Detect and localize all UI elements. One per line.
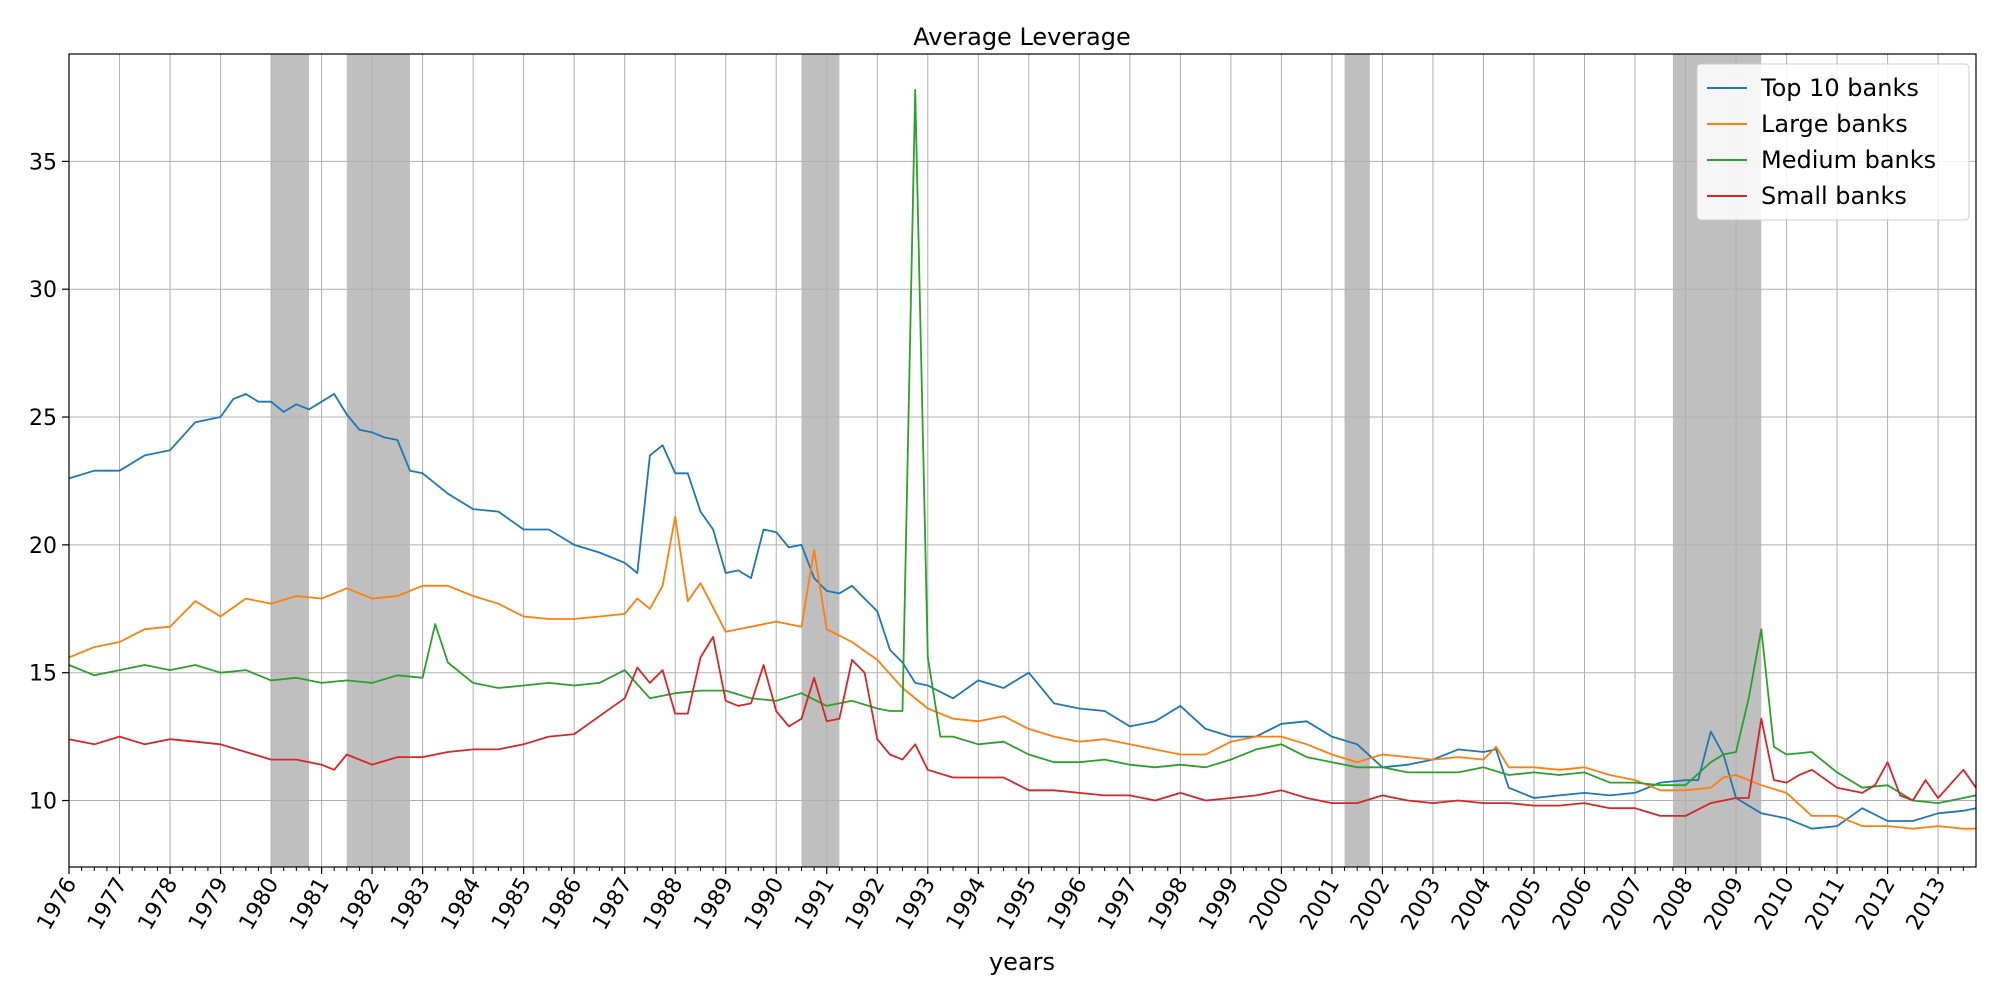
x-tick-label: 2008 (1649, 874, 1699, 935)
x-tick-label: 1990 (740, 874, 790, 935)
x-tick-label: 2001 (1295, 874, 1345, 935)
x-tick-label: 1984 (437, 874, 487, 935)
x-tick-label: 1976 (33, 874, 83, 935)
x-tick-label: 2004 (1447, 874, 1497, 935)
x-tick-label: 1983 (386, 874, 436, 935)
x-tick-label: 2007 (1599, 874, 1649, 935)
legend-label: Small banks (1761, 182, 1907, 210)
x-tick-label: 1988 (639, 874, 689, 935)
y-tick-label: 10 (29, 790, 57, 815)
x-tick-label: 2010 (1750, 874, 1800, 935)
x-tick-label: 1987 (588, 874, 638, 935)
x-tick-label: 2012 (1851, 874, 1901, 935)
x-tick-label: 1977 (83, 874, 133, 935)
x-axis-title: years (989, 948, 1055, 976)
recession-band-1 (346, 54, 410, 867)
x-tick-label: 1994 (942, 874, 992, 935)
x-tick-label: 1991 (790, 874, 840, 935)
x-tick-label: 1996 (1043, 874, 1093, 935)
series-line-medium-banks (68, 88, 1977, 804)
chart-title: Average Leverage (913, 23, 1130, 51)
x-tick-label: 1982 (336, 874, 386, 935)
x-tick-label: 2013 (1902, 874, 1952, 935)
series-lines (68, 88, 1977, 830)
x-tick-label: 1993 (891, 874, 941, 935)
series-line-large-banks (68, 515, 1976, 830)
x-tick-label: 1997 (1093, 874, 1143, 935)
series-line-small-banks (68, 636, 1977, 817)
legend-label: Medium banks (1761, 146, 1936, 174)
legend: Top 10 banks Large banks Medium banks Small… (1696, 63, 1970, 221)
series-line-top-10-banks (68, 393, 1977, 830)
x-tick-label: 1978 (134, 874, 184, 935)
plot-frame (68, 53, 1977, 868)
recession-band-0 (271, 54, 309, 867)
legend-box (1696, 63, 1970, 221)
y-tick-label: 15 (29, 662, 57, 687)
x-tick-label: 1999 (1194, 874, 1244, 935)
x-tick-label: 1985 (487, 874, 537, 935)
x-tick-label: 1986 (538, 874, 588, 935)
legend-label: Top 10 banks (1760, 74, 1919, 102)
x-tick-label: 2011 (1801, 874, 1851, 935)
y-tick-label: 30 (29, 278, 57, 303)
recession-shading (271, 54, 1762, 867)
x-tick-label: 2005 (1498, 874, 1548, 935)
y-tick-label: 20 (29, 534, 57, 559)
x-tick-label: 1980 (235, 874, 285, 935)
recession-band-3 (1344, 54, 1370, 867)
y-tick-label: 35 (29, 150, 57, 175)
x-tick-label: 2000 (1245, 874, 1295, 935)
grid-lines (68, 54, 1976, 867)
legend-label: Large banks (1761, 110, 1908, 138)
x-tick-label: 1981 (285, 874, 335, 935)
x-tick-label: 1998 (1144, 874, 1194, 935)
x-tick-label: 2002 (1346, 874, 1396, 935)
x-tick-label: 2009 (1700, 874, 1750, 935)
recession-band-2 (801, 54, 840, 867)
x-tick-label: 1992 (841, 874, 891, 935)
x-tick-label: 2003 (1396, 874, 1446, 935)
x-tick-label: 2006 (1548, 874, 1598, 935)
x-tick-label: 1989 (689, 874, 739, 935)
x-tick-label: 1995 (992, 874, 1042, 935)
x-tick-label: 1979 (184, 874, 234, 935)
y-tick-label: 25 (29, 406, 57, 431)
